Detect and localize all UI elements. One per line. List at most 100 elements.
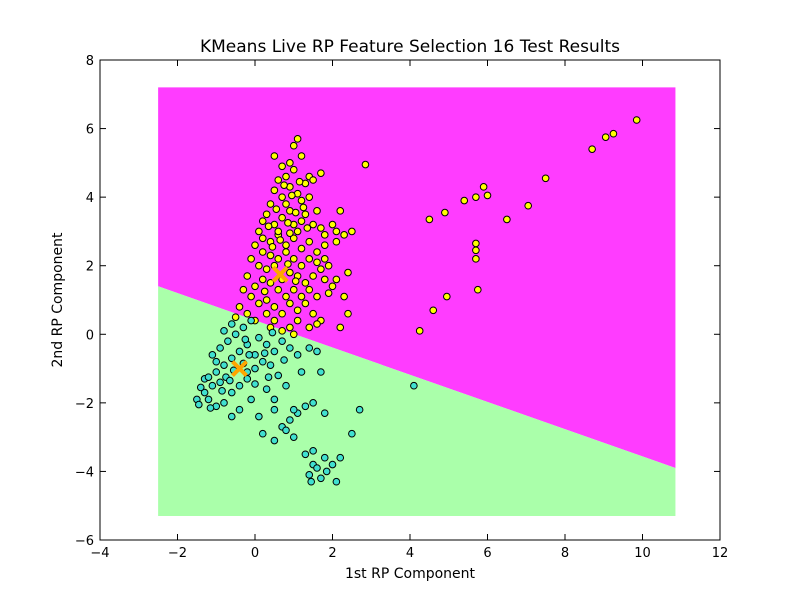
point-cluster-1	[309, 447, 317, 455]
centroid-marker-0	[271, 265, 289, 283]
point-cluster-0	[293, 316, 302, 325]
point-cluster-1	[212, 368, 221, 376]
point-cluster-0	[270, 316, 279, 325]
x-tick-label: 6	[483, 546, 491, 561]
point-cluster-0	[264, 222, 273, 231]
point-cluster-0	[305, 237, 314, 246]
point-cluster-1	[224, 337, 232, 345]
point-cluster-1	[220, 327, 228, 335]
point-cluster-1	[220, 361, 228, 369]
point-cluster-1	[280, 356, 288, 364]
point-cluster-0	[541, 174, 550, 183]
point-cluster-0	[328, 282, 337, 291]
point-cluster-0	[503, 215, 511, 224]
point-cluster-0	[340, 292, 348, 301]
point-cluster-0	[235, 303, 244, 311]
point-cluster-0	[270, 303, 279, 311]
point-cluster-0	[278, 327, 286, 335]
point-cluster-0	[270, 186, 279, 195]
point-cluster-0	[340, 231, 348, 239]
point-cluster-1	[289, 405, 298, 414]
point-cluster-0	[313, 207, 321, 215]
point-cluster-1	[305, 471, 314, 479]
point-cluster-0	[425, 215, 434, 224]
point-cluster-1	[235, 347, 244, 356]
y-tick-label: 0	[86, 328, 94, 343]
point-cluster-1	[255, 333, 263, 342]
point-cluster-1	[293, 351, 302, 359]
point-cluster-1	[196, 383, 205, 392]
point-cluster-0	[284, 219, 292, 227]
point-cluster-0	[262, 296, 271, 304]
point-cluster-0	[443, 292, 451, 301]
point-cluster-0	[258, 234, 267, 243]
y-tick-label: 8	[86, 54, 94, 69]
point-cluster-1	[247, 395, 255, 404]
y-tick-label: 6	[86, 123, 94, 138]
point-cluster-1	[195, 400, 203, 409]
point-cluster-0	[332, 237, 341, 246]
point-cluster-0	[274, 255, 283, 263]
decision-regions	[158, 87, 676, 516]
point-cluster-1	[317, 368, 325, 376]
point-cluster-0	[320, 275, 329, 284]
point-cluster-0	[289, 330, 298, 339]
point-cluster-0	[293, 135, 302, 143]
point-cluster-1	[320, 453, 329, 462]
point-cluster-0	[297, 261, 306, 270]
point-cluster-0	[258, 217, 267, 225]
point-cluster-0	[313, 320, 321, 328]
point-cluster-1	[309, 399, 317, 407]
point-cluster-0	[336, 207, 345, 215]
x-tick-label: −2	[168, 546, 187, 561]
point-cluster-0	[336, 323, 345, 332]
point-cluster-0	[317, 224, 325, 232]
point-cluster-1	[206, 404, 215, 412]
point-cluster-0	[293, 227, 302, 236]
point-cluster-0	[286, 268, 294, 277]
point-cluster-1	[268, 328, 277, 337]
point-cluster-0	[344, 309, 352, 318]
point-cluster-0	[415, 327, 424, 335]
point-cluster-0	[286, 229, 294, 237]
point-cluster-0	[295, 177, 304, 186]
point-cluster-0	[305, 285, 314, 294]
point-cluster-1	[212, 357, 221, 366]
point-cluster-1	[245, 351, 253, 359]
point-cluster-0	[289, 285, 298, 294]
point-cluster-0	[274, 176, 283, 184]
point-cluster-0	[309, 272, 317, 280]
point-cluster-0	[251, 282, 259, 291]
point-cluster-0	[282, 248, 290, 256]
point-cluster-0	[289, 234, 298, 243]
point-cluster-1	[270, 347, 279, 356]
point-cluster-0	[524, 201, 532, 210]
point-cluster-0	[472, 193, 480, 201]
point-cluster-0	[262, 210, 271, 219]
point-cluster-1	[226, 376, 234, 385]
point-cluster-1	[239, 323, 248, 332]
y-tick-label: 4	[86, 191, 94, 206]
point-cluster-1	[322, 467, 331, 476]
x-axis-label: 1st RP Component	[345, 566, 476, 582]
point-cluster-0	[474, 285, 482, 294]
point-cluster-1	[208, 381, 217, 390]
point-cluster-1	[270, 395, 279, 404]
point-cluster-0	[317, 265, 325, 273]
x-tick-label: 0	[251, 546, 259, 561]
point-cluster-0	[479, 183, 488, 191]
point-cluster-0	[305, 255, 314, 263]
point-cluster-0	[472, 255, 480, 263]
region-cluster-1	[158, 286, 676, 516]
point-cluster-1	[204, 395, 213, 404]
point-cluster-1	[313, 464, 321, 472]
point-cluster-0	[291, 277, 300, 285]
x-tick-label: 8	[561, 546, 569, 561]
point-cluster-1	[262, 385, 271, 393]
point-cluster-1	[216, 344, 224, 352]
point-cluster-0	[609, 129, 618, 138]
point-cluster-0	[286, 323, 294, 332]
point-cluster-0	[303, 224, 312, 232]
point-cluster-0	[289, 141, 298, 150]
point-cluster-1	[258, 357, 267, 366]
